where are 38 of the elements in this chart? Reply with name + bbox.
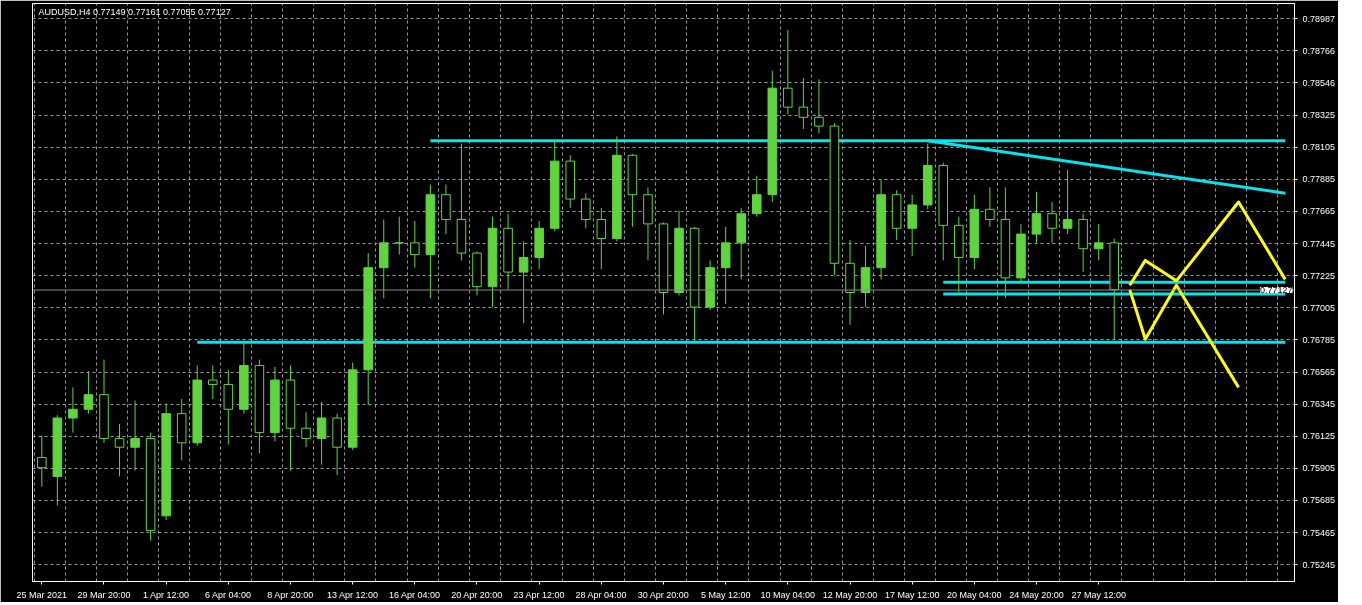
x-tick-label: 23 Apr 12:00 — [513, 589, 565, 600]
x-tick-label: 28 Apr 04:00 — [575, 589, 627, 600]
y-tick-label: 0.77885 — [1302, 174, 1336, 185]
x-tick-label: 6 Apr 04:00 — [205, 589, 252, 600]
ref-line-label: 0.77127 — [1259, 285, 1293, 296]
x-tick-label: 27 May 12:00 — [1071, 589, 1126, 600]
y-tick-label: 0.76125 — [1302, 431, 1336, 442]
y-tick-label: 0.77005 — [1302, 302, 1336, 313]
x-tick-label: 8 Apr 20:00 — [267, 589, 314, 600]
x-tick-label: 25 Mar 2021 — [16, 589, 68, 600]
y-tick-label: 0.76345 — [1302, 399, 1336, 410]
y-tick-label: 0.78325 — [1302, 110, 1336, 121]
y-tick-label: 0.78766 — [1302, 45, 1336, 56]
y-tick-label: 0.75465 — [1302, 527, 1336, 538]
y-tick-label: 0.75685 — [1302, 495, 1336, 506]
x-tick-label: 10 May 04:00 — [760, 589, 816, 600]
y-tick-label: 0.78105 — [1302, 142, 1336, 153]
x-tick-label: 13 Apr 12:00 — [326, 589, 378, 600]
x-tick-label: 12 May 20:00 — [822, 589, 878, 600]
y-tick-label: 0.76565 — [1302, 367, 1336, 378]
y-tick-label: 0.77665 — [1302, 206, 1336, 217]
y-tick-label: 0.75245 — [1302, 559, 1336, 570]
x-tick-label: 30 Apr 20:00 — [637, 589, 689, 600]
x-tick-label: 24 May 20:00 — [1009, 589, 1064, 600]
y-tick-label: 0.75905 — [1302, 463, 1336, 474]
y-tick-label: 0.77445 — [1302, 238, 1336, 249]
x-tick-label: 16 Apr 04:00 — [389, 589, 441, 600]
x-tick-label: 20 May 04:00 — [947, 589, 1002, 600]
chart-title: AUDUSD,H4 0.77149 0.77161 0.77055 0.77127 — [38, 6, 231, 17]
x-tick-label: 5 May 12:00 — [700, 589, 751, 600]
x-tick-label: 1 Apr 12:00 — [142, 589, 189, 600]
x-tick-label: 17 May 12:00 — [884, 589, 940, 600]
y-tick-label: 0.77225 — [1302, 270, 1336, 281]
y-tick-label: 0.76785 — [1302, 334, 1336, 345]
x-tick-label: 20 Apr 20:00 — [451, 589, 503, 600]
y-tick-label: 0.78546 — [1302, 77, 1336, 88]
y-tick-label: 0.78987 — [1302, 13, 1336, 24]
x-tick-label: 29 Mar 20:00 — [77, 589, 131, 600]
